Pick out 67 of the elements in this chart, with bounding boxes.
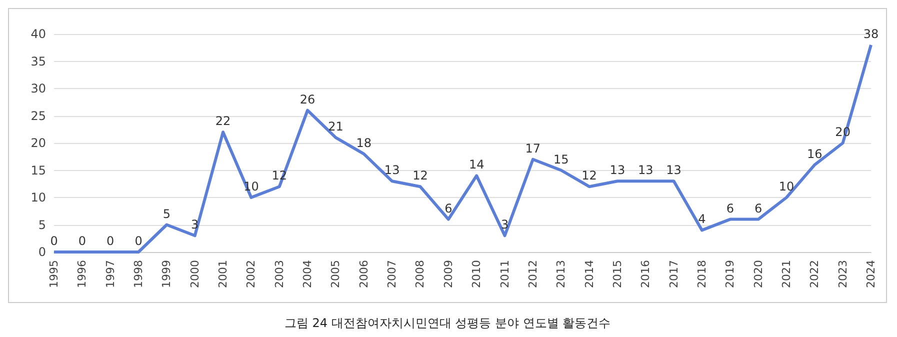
- data-label: 18: [356, 136, 372, 150]
- x-tick-label: 2023: [836, 260, 850, 288]
- data-label: 6: [444, 201, 452, 216]
- x-tick-label: 2013: [554, 260, 568, 288]
- data-label: 10: [778, 180, 794, 194]
- data-label: 3: [500, 218, 509, 232]
- data-label: 13: [638, 163, 654, 178]
- x-tick-label: 2019: [724, 260, 737, 288]
- x-tick-label: 2008: [414, 260, 427, 288]
- x-tick-label: 2010: [470, 260, 484, 288]
- data-label: 6: [726, 201, 734, 216]
- y-tick-label: 0: [38, 245, 46, 259]
- data-label: 0: [106, 234, 114, 248]
- x-tick-label: 2015: [610, 260, 624, 288]
- data-label: 0: [50, 234, 58, 248]
- x-tick-label: 1997: [104, 260, 117, 288]
- data-label: 21: [328, 120, 344, 134]
- x-tick-label: 1999: [160, 260, 174, 288]
- y-tick-label: 40: [30, 27, 46, 41]
- x-tick-label: 2011: [498, 260, 512, 288]
- data-label: 12: [582, 168, 597, 183]
- data-label: 14: [468, 158, 484, 172]
- x-tick-label: 2021: [780, 260, 793, 288]
- data-label: 13: [610, 163, 626, 178]
- x-tick-label: 2020: [752, 260, 765, 288]
- x-tick-label: 2002: [244, 260, 258, 288]
- x-tick-label: 2000: [188, 260, 202, 288]
- x-tick-label: 2001: [216, 260, 230, 288]
- data-label: 15: [553, 152, 569, 166]
- x-tick-label: 2007: [386, 260, 399, 288]
- x-tick-label: 2016: [639, 260, 652, 288]
- data-label: 5: [162, 206, 171, 221]
- data-label: 13: [666, 163, 682, 178]
- data-label: 12: [412, 168, 428, 183]
- y-tick-label: 10: [30, 190, 46, 204]
- data-label: 16: [807, 146, 822, 161]
- data-label: 13: [384, 163, 400, 178]
- x-tick-label: 2017: [667, 260, 680, 288]
- x-tick-label: 2018: [695, 260, 708, 288]
- y-tick-label: 30: [30, 82, 46, 96]
- data-label: 0: [134, 234, 142, 248]
- x-tick-label: 1995: [48, 260, 60, 288]
- x-tick-label: 1998: [132, 260, 146, 288]
- y-tick-label: 5: [38, 218, 46, 232]
- data-label: 26: [300, 92, 316, 106]
- line-series: [52, 43, 872, 254]
- y-tick-label: 35: [30, 54, 46, 68]
- data-label: 6: [754, 201, 762, 216]
- data-label: 22: [215, 114, 231, 128]
- x-tick-label: 2009: [442, 260, 455, 288]
- y-tick-label: 20: [30, 136, 46, 150]
- data-label: 17: [525, 141, 541, 156]
- y-tick-label: 15: [30, 163, 46, 178]
- x-tick-label: 1996: [76, 260, 89, 288]
- x-tick-label: 2005: [329, 260, 342, 288]
- x-tick-label: 2004: [301, 260, 314, 288]
- x-tick-label: 2012: [526, 260, 540, 288]
- data-label: 0: [78, 234, 86, 248]
- text: 그림 24 대전참여자치시민연대 성평등 분야 연도별 활동건수: [283, 315, 612, 332]
- x-tick-label: 2003: [272, 260, 286, 288]
- x-tick-label: 2014: [582, 260, 596, 288]
- data-label: 4: [698, 212, 706, 226]
- x-tick-label: 2006: [357, 260, 370, 288]
- y-tick-label: 25: [30, 108, 46, 123]
- data-label: 38: [863, 26, 879, 41]
- x-tick-label: 2024: [864, 260, 878, 288]
- x-tick-label: 2022: [808, 260, 822, 288]
